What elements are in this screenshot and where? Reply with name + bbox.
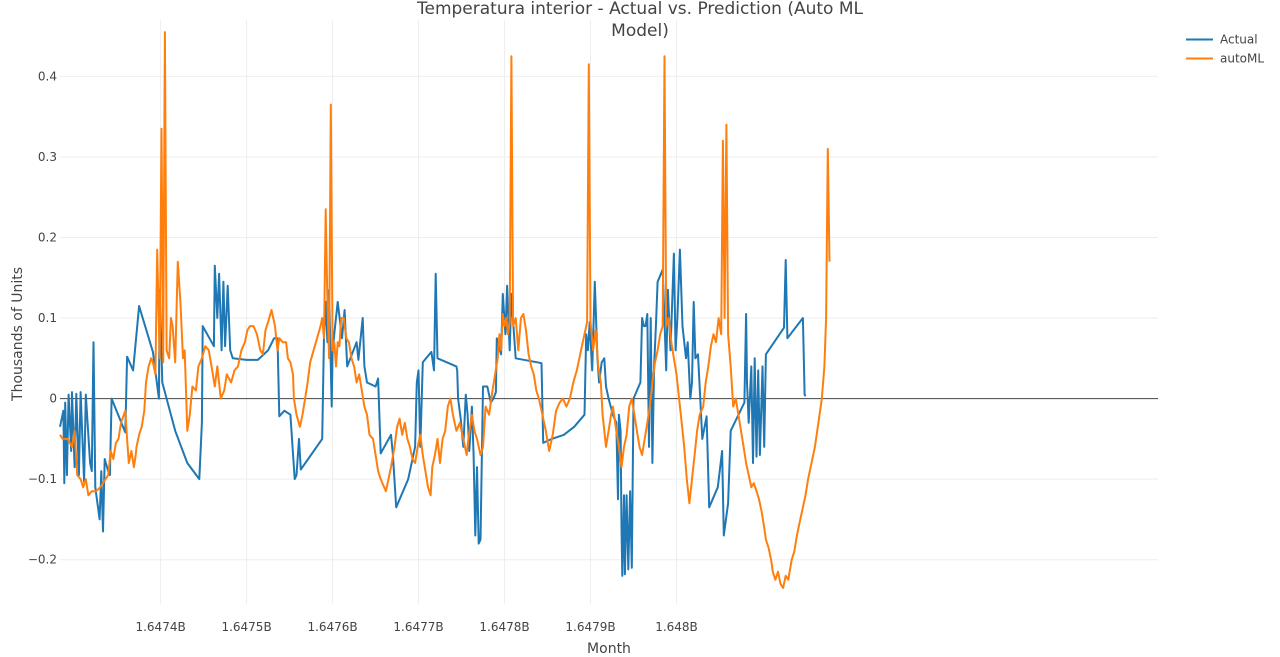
grid-layer — [60, 20, 1158, 604]
y-tick-label: 0.1 — [38, 311, 57, 325]
y-axis-title: Thousands of Units — [10, 267, 26, 402]
chart-title-line-1: Temperatura interior - Actual vs. Predic… — [416, 0, 864, 19]
legend-item-actual[interactable]: Actual — [1186, 33, 1258, 47]
x-tick-label: 1.6478B — [479, 620, 529, 634]
series-line-automl — [59, 31, 831, 589]
x-tick-label: 1.6479B — [565, 620, 615, 634]
legend: Actual autoML — [1186, 33, 1264, 66]
x-tick-label: 1.6474B — [135, 620, 185, 634]
y-axis-ticks: −0.2 −0.1 0 0.1 0.2 0.3 0.4 — [28, 69, 57, 566]
y-tick-label: −0.1 — [28, 472, 57, 486]
legend-label-automl: autoML — [1220, 52, 1264, 66]
series-layer — [59, 31, 831, 589]
x-tick-label: 1.6476B — [307, 620, 357, 634]
y-tick-label: 0.2 — [38, 230, 57, 244]
x-axis-ticks: 1.6474B 1.6475B 1.6476B 1.6477B 1.6478B 1.647… — [135, 620, 697, 634]
y-tick-label: −0.2 — [28, 553, 57, 567]
series-line-actual — [59, 248, 807, 577]
legend-item-automl[interactable]: autoML — [1186, 52, 1264, 66]
chart-title-line-2: Model) — [611, 21, 669, 41]
y-tick-label: 0.4 — [38, 69, 57, 83]
x-tick-label: 1.648B — [655, 620, 698, 634]
y-tick-label: 0.3 — [38, 150, 57, 164]
x-tick-label: 1.6477B — [393, 620, 443, 634]
y-tick-label: 0 — [49, 392, 57, 406]
x-tick-label: 1.6475B — [221, 620, 271, 634]
legend-label-actual: Actual — [1220, 33, 1258, 47]
x-axis-title: Month — [587, 641, 631, 657]
